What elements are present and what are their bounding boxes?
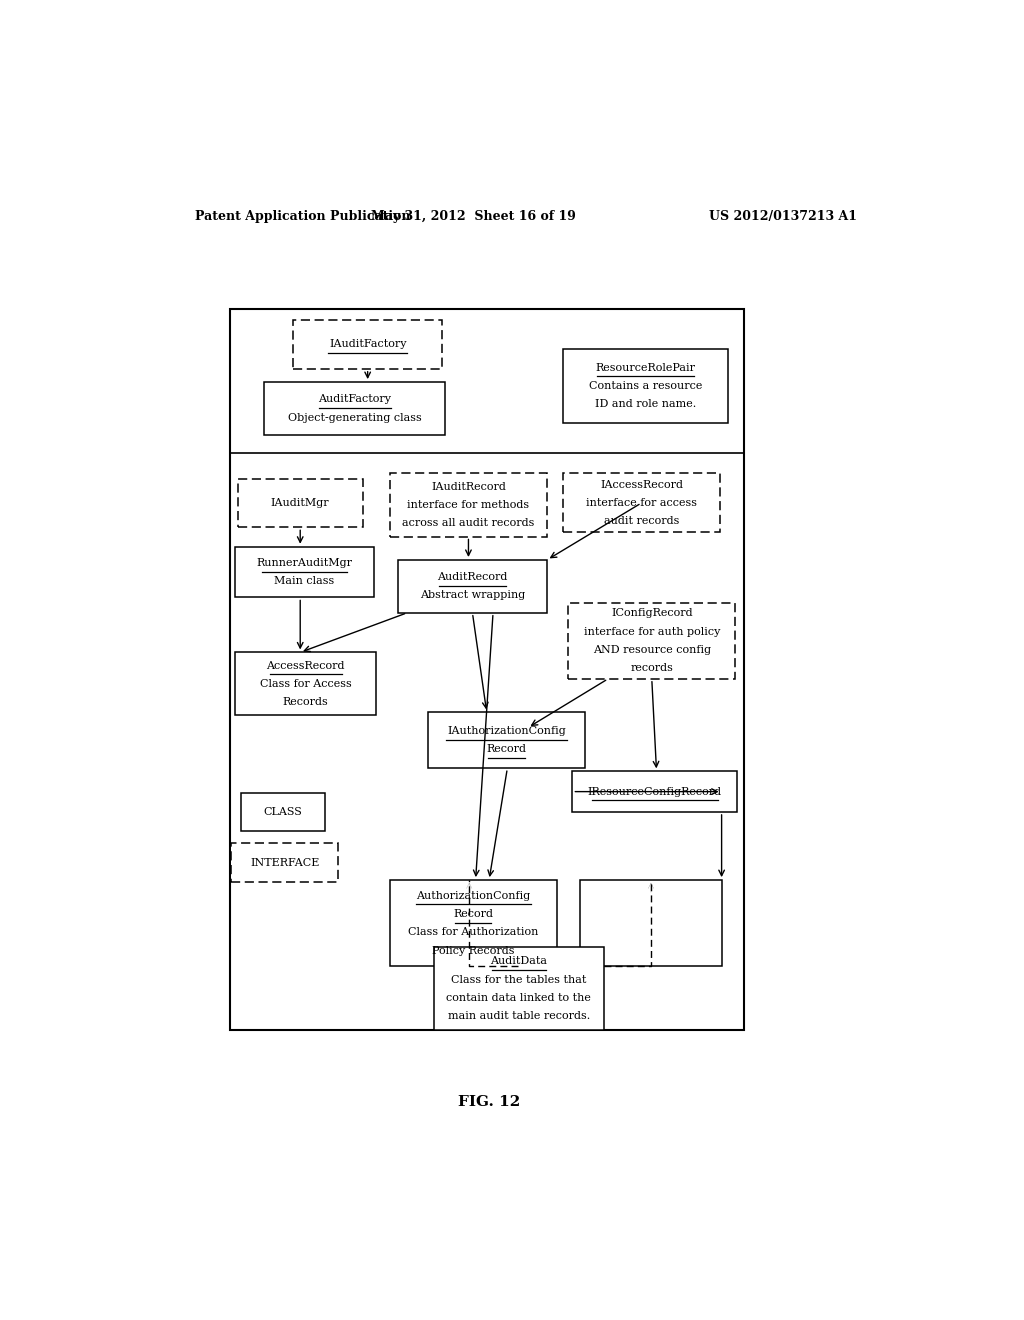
- Text: interface for methods: interface for methods: [408, 500, 529, 510]
- Text: Patent Application Publication: Patent Application Publication: [196, 210, 411, 223]
- Text: Policy Records: Policy Records: [432, 945, 514, 956]
- Text: AND resource config: AND resource config: [593, 645, 711, 655]
- Text: main audit table records.: main audit table records.: [447, 1011, 590, 1022]
- Bar: [390, 474, 547, 536]
- Bar: [428, 713, 585, 768]
- Text: Class for Access: Class for Access: [260, 678, 351, 689]
- Bar: [236, 652, 377, 715]
- Bar: [231, 843, 338, 882]
- Text: AccessRecord: AccessRecord: [266, 660, 345, 671]
- Text: IAuditFactory: IAuditFactory: [329, 339, 407, 350]
- Text: CLASS: CLASS: [264, 807, 302, 817]
- Text: AuditData: AuditData: [490, 957, 548, 966]
- Text: IConfigRecord: IConfigRecord: [611, 609, 692, 618]
- Text: Records: Records: [283, 697, 329, 708]
- Text: ResourceRolePair: ResourceRolePair: [595, 363, 695, 372]
- Text: contain data linked to the: contain data linked to the: [446, 993, 591, 1003]
- Text: Abstract wrapping: Abstract wrapping: [420, 590, 525, 601]
- Text: Contains a resource: Contains a resource: [589, 381, 702, 391]
- Text: AuditFactory: AuditFactory: [318, 395, 391, 404]
- Bar: [563, 474, 720, 532]
- Text: ID and role name.: ID and role name.: [595, 400, 696, 409]
- Text: IAccessRecord: IAccessRecord: [600, 479, 683, 490]
- Bar: [238, 479, 362, 528]
- Text: Class for the tables that: Class for the tables that: [452, 974, 587, 985]
- Bar: [563, 350, 728, 422]
- Text: Class for Authorization: Class for Authorization: [408, 928, 539, 937]
- Bar: [572, 771, 737, 812]
- Bar: [236, 546, 374, 598]
- Text: IAuditMgr: IAuditMgr: [271, 498, 330, 508]
- Text: across all audit records: across all audit records: [402, 519, 535, 528]
- Text: Record: Record: [454, 909, 494, 919]
- Bar: [433, 948, 604, 1031]
- Bar: [568, 602, 735, 678]
- Text: FIG. 12: FIG. 12: [458, 1094, 520, 1109]
- Text: interface for access: interface for access: [586, 498, 697, 508]
- Text: audit records: audit records: [604, 516, 679, 527]
- Bar: [264, 381, 445, 434]
- Text: records: records: [631, 663, 673, 673]
- Bar: [581, 880, 722, 966]
- Text: IAuthorizationConfig: IAuthorizationConfig: [447, 726, 566, 737]
- Text: Main class: Main class: [274, 577, 335, 586]
- Bar: [390, 880, 557, 966]
- Bar: [229, 309, 743, 1031]
- Text: Object-generating class: Object-generating class: [288, 413, 422, 422]
- Text: US 2012/0137213 A1: US 2012/0137213 A1: [709, 210, 857, 223]
- Text: AuthorizationConfig: AuthorizationConfig: [416, 891, 530, 900]
- Text: IResourceConfigRecord: IResourceConfigRecord: [588, 787, 722, 796]
- Text: INTERFACE: INTERFACE: [250, 858, 319, 867]
- Bar: [293, 319, 442, 368]
- Text: Record: Record: [486, 744, 526, 755]
- Text: May 31, 2012  Sheet 16 of 19: May 31, 2012 Sheet 16 of 19: [371, 210, 575, 223]
- Bar: [397, 560, 547, 612]
- Bar: [242, 792, 325, 832]
- Text: AuditRecord: AuditRecord: [437, 572, 508, 582]
- Text: IAuditRecord: IAuditRecord: [431, 482, 506, 491]
- Text: interface for auth policy: interface for auth policy: [584, 627, 720, 636]
- Text: RunnerAuditMgr: RunnerAuditMgr: [257, 558, 352, 568]
